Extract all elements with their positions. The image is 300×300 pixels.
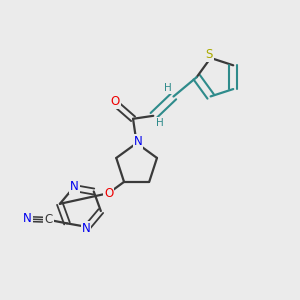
Text: C: C [44,213,53,226]
Text: N: N [134,135,142,148]
Text: H: H [156,118,164,128]
Text: N: N [23,212,32,225]
Text: N: N [82,222,90,235]
Text: H: H [164,83,172,93]
Text: S: S [206,48,213,61]
Text: O: O [104,187,113,200]
Text: N: N [70,180,79,193]
Text: O: O [111,95,120,108]
